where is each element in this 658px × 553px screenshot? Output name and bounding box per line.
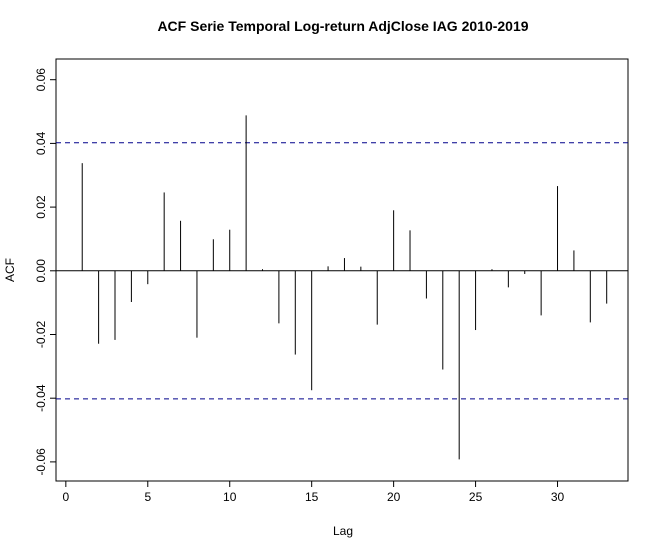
y-tick-label: 0.04: [34, 131, 48, 155]
x-tick-label: 10: [223, 490, 237, 504]
y-tick-label: -0.02: [34, 320, 48, 348]
x-tick-label: 5: [144, 490, 151, 504]
y-tick-label: 0.06: [34, 68, 48, 92]
x-tick-label: 30: [551, 490, 565, 504]
acf-bars: [81, 115, 608, 460]
y-tick-label: -0.06: [34, 448, 48, 476]
y-tick-label: 0.02: [34, 195, 48, 219]
y-axis-label: ACF: [3, 258, 17, 282]
x-tick-label: 20: [387, 490, 401, 504]
x-tick-label: 15: [305, 490, 319, 504]
chart-title: ACF Serie Temporal Log-return AdjClose I…: [157, 18, 528, 34]
plot-frame: [55, 58, 629, 482]
x-tick-label: 0: [62, 490, 69, 504]
x-axis-label: Lag: [333, 524, 353, 538]
y-tick-label: 0.00: [34, 259, 48, 283]
x-axis: 0 5 10 15 20 25 30: [62, 480, 565, 504]
y-axis: -0.06 -0.04 -0.02 0.00 0.02 0.04 0.06: [34, 68, 57, 476]
x-tick-label: 25: [469, 490, 483, 504]
y-tick-label: -0.04: [34, 384, 48, 412]
